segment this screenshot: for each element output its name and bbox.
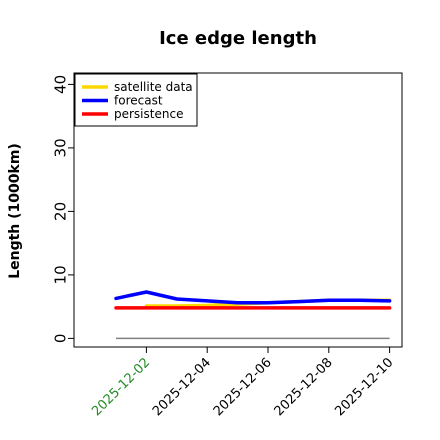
- y-tick-label: 10: [51, 265, 69, 284]
- y-tick-label: 0: [51, 334, 69, 344]
- x-tick-label: 2025-12-08: [272, 355, 336, 419]
- legend-label: forecast: [114, 94, 163, 108]
- plot-frame: [73, 72, 403, 348]
- y-tick-label: 20: [51, 202, 69, 221]
- legend-label: persistence: [114, 107, 183, 121]
- y-axis-label: Length (1000km): [7, 143, 23, 279]
- x-tick-label: 2025-12-06: [211, 355, 275, 419]
- series-group: [114, 290, 392, 340]
- y-tick-label: 30: [51, 138, 69, 157]
- x-tick-label: 2025-12-10: [332, 355, 396, 419]
- chart-title: Ice edge length: [159, 28, 317, 49]
- x-tick-label: 2025-12-02: [89, 355, 153, 419]
- forecast-line: [114, 290, 392, 305]
- y-tick-label: 40: [51, 75, 69, 94]
- axis-ticks: 0102030402025-12-022025-12-042025-12-062…: [51, 75, 396, 419]
- x-tick-label: 2025-12-04: [150, 355, 214, 419]
- legend-label: satellite data: [114, 80, 193, 94]
